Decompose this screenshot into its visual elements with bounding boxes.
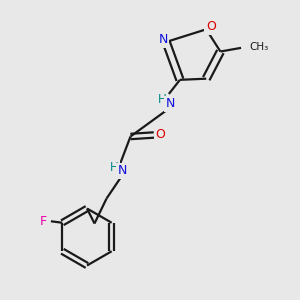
- Text: F: F: [40, 215, 47, 228]
- Text: N: N: [117, 164, 127, 178]
- Text: CH₃: CH₃: [250, 42, 269, 52]
- Text: H: H: [110, 160, 118, 174]
- Text: N: N: [165, 97, 175, 110]
- Text: H: H: [158, 93, 166, 106]
- Text: N: N: [158, 33, 168, 46]
- Text: O: O: [156, 128, 165, 142]
- Text: O: O: [206, 20, 216, 33]
